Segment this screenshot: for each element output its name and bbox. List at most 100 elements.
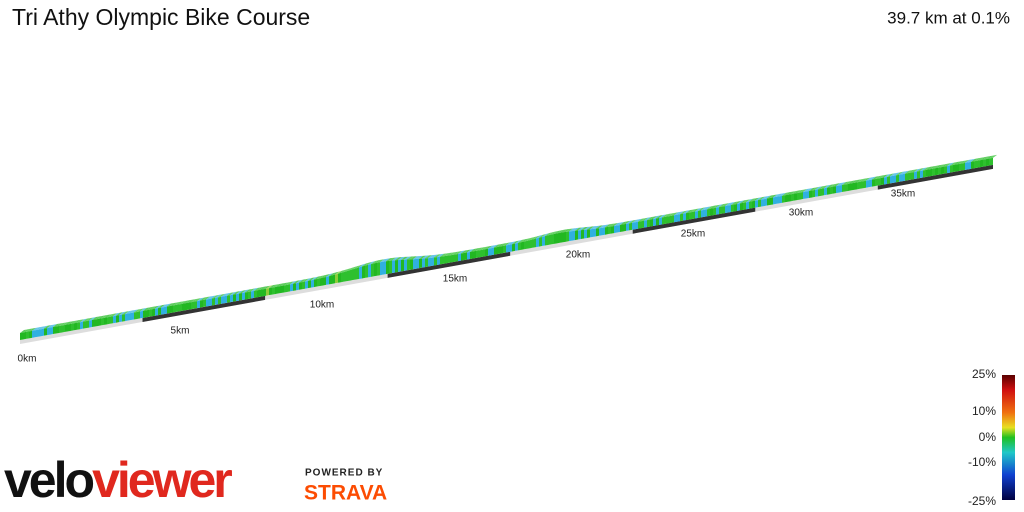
ribbon-stripe [71,323,74,331]
ribbon-top [116,312,123,316]
ribbon-stripe [764,198,767,207]
ribbon-stripe [908,172,911,181]
ribbon-stripe [782,195,785,203]
ribbon-top [623,220,630,225]
ribbon-top [770,194,777,198]
ribbon-top [374,259,381,264]
ribbon-top [497,243,504,248]
ribbon-stripe [347,270,350,282]
ribbon-top [728,202,735,206]
ribbon-stripe [815,189,818,197]
ribbon-top [179,300,186,305]
ribbon-stripe [134,311,137,320]
ribbon-top [665,213,672,217]
ribbon-stripe [437,256,440,265]
ribbon-top [572,227,579,232]
ribbon-stripe [545,235,548,246]
ribbon-stripe [482,249,485,257]
ribbon-top [236,290,243,295]
ribbon-top [578,227,585,231]
ribbon-stripe [41,328,44,337]
ribbon-stripe [854,182,857,190]
ribbon-stripe [398,259,401,272]
ribbon-stripe [410,259,413,270]
ribbon-stripe [566,231,569,242]
ribbon-top [932,165,939,169]
ribbon-top [419,255,426,259]
ribbon-top [644,217,651,221]
ribbon-top [335,270,342,275]
ribbon-top [695,207,702,212]
ribbon-stripe [212,297,215,306]
partner-logo: STRAVA [304,482,387,505]
ribbon-top [200,297,207,301]
ribbon-stripe [941,166,944,175]
ribbon-stripe [938,167,941,175]
ribbon-stripe [113,315,116,324]
ribbon-top [305,277,312,282]
ribbon-top [869,176,876,181]
ribbon-top [914,168,921,173]
ribbon-stripe [572,230,575,241]
ribbon-top [86,317,93,322]
ribbon-top [512,240,519,245]
ribbon-top [368,261,375,265]
ribbon-stripe [170,305,173,313]
ribbon-top [146,306,153,311]
ribbon-stripe [152,308,155,317]
ribbon-stripe [527,240,530,249]
ribbon-stripe [749,201,752,209]
ribbon-stripe [896,174,899,183]
ribbon-stripe [821,188,824,196]
ribbon-stripe [470,251,473,259]
ribbon-top [899,171,906,175]
ribbon-top [500,242,507,247]
ribbon-stripe [917,171,920,179]
ribbon-top [782,192,789,196]
ribbon-top [290,280,297,285]
distance-marker: 35km [891,189,915,200]
ribbon-top [941,163,948,168]
ribbon-top [263,285,270,290]
ribbon-top [539,233,546,238]
ribbon-stripe [314,279,317,288]
ribbon-top [749,198,756,202]
logo: veloviewer [4,452,232,508]
ribbon-top [446,252,453,256]
ribbon-top [233,291,240,295]
distance-marker: 15km [443,274,467,285]
ribbon-top [125,310,132,315]
ribbon-stripe [275,286,278,295]
ribbon-top [503,242,510,246]
ribbon-top [725,202,732,207]
ribbon-stripe [848,183,851,191]
ribbon-stripe [218,296,221,305]
ribbon-top [104,314,111,318]
ribbon-top [149,306,156,310]
ribbon-stripe [209,298,212,306]
ribbon-stripe [644,220,647,228]
ribbon-top [245,288,252,293]
ribbon-stripe [341,272,344,283]
ribbon-stripe [308,280,311,289]
ribbon-stripe [551,233,554,245]
ribbon-top [740,199,747,204]
ribbon-stripe [521,241,524,250]
ribbon-stripe [47,327,50,336]
ribbon-top [479,246,486,251]
ribbon-stripe [503,245,506,254]
ribbon-stripe [662,216,665,225]
ribbon-stripe [98,318,101,326]
ribbon-top [887,173,894,177]
ribbon-top [347,267,354,272]
ribbon-stripe [263,288,266,297]
ribbon-stripe [719,206,722,215]
ribbon-stripe [59,325,62,333]
ribbon-stripe [188,302,191,310]
ribbon-stripe [176,304,179,312]
ribbon-top [632,219,639,223]
ribbon-top [851,179,858,184]
ribbon-stripe [485,248,488,257]
ribbon-stripe [587,229,590,238]
ribbon-stripe [311,279,314,288]
